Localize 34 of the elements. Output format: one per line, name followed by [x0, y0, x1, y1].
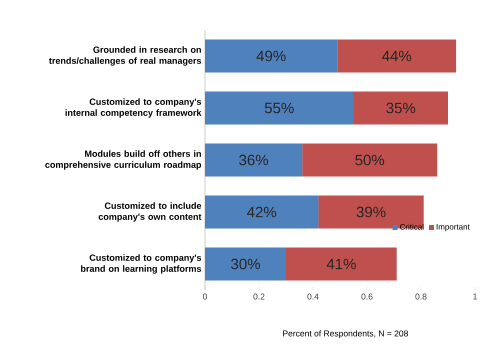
bar — [318, 195, 424, 228]
data-label: 36% — [239, 154, 268, 166]
y-tick-label: Customized to include company's own content — [98, 202, 202, 222]
x-tick-label: 0.8 — [415, 294, 427, 300]
bar — [302, 143, 438, 176]
bar — [205, 40, 338, 72]
bar — [337, 40, 456, 72]
data-label: 30% — [231, 258, 260, 270]
data-label: 44% — [382, 50, 412, 62]
bar — [205, 247, 286, 280]
x-tick-label: 0.4 — [307, 294, 319, 300]
legend-label: Critical — [400, 224, 424, 230]
data-label: 35% — [386, 102, 416, 114]
legend-label: Important — [436, 224, 470, 232]
data-label: 39% — [356, 206, 386, 218]
x-axis-title: Percent of Respondents, N = 208 — [283, 330, 408, 338]
y-tick-label: Grounded in research on trends/challenges of real managers — [49, 46, 202, 66]
bar — [286, 247, 397, 280]
x-tick-label: 0 — [202, 294, 208, 300]
data-label: 41% — [326, 258, 356, 270]
x-tick-label: 0.2 — [253, 294, 264, 300]
data-label: 55% — [264, 102, 294, 114]
bar — [205, 195, 318, 228]
y-tick-label: Modules build off others in comprehensive curriculum roadmap — [45, 150, 202, 170]
data-label: 49% — [256, 50, 286, 62]
bar — [205, 92, 354, 124]
y-tick-label: Customized to company's brand on learning platforms — [81, 254, 202, 274]
bar — [354, 92, 448, 124]
bar — [205, 143, 302, 176]
data-label: 50% — [355, 154, 384, 166]
y-tick-label: Customized to company's internal competency framework — [66, 98, 202, 118]
x-tick-label: 1 — [473, 294, 477, 300]
x-tick-label: 0.6 — [361, 294, 373, 300]
data-label: 42% — [247, 206, 276, 218]
